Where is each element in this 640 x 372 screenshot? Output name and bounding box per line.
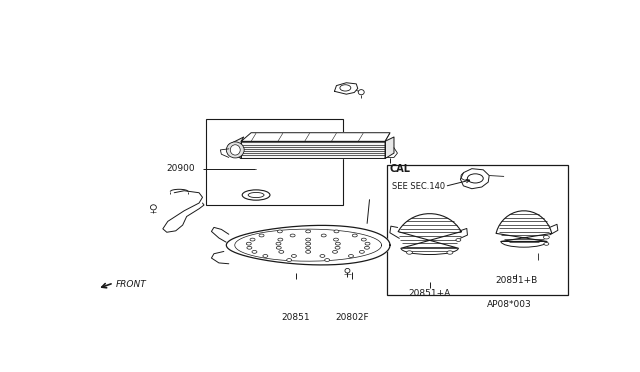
Circle shape — [246, 242, 252, 245]
Ellipse shape — [544, 243, 549, 245]
Polygon shape — [390, 226, 399, 238]
Circle shape — [290, 234, 295, 237]
Circle shape — [250, 238, 255, 241]
Polygon shape — [220, 150, 228, 157]
Circle shape — [306, 250, 310, 253]
Polygon shape — [241, 141, 385, 158]
Circle shape — [277, 230, 282, 233]
Circle shape — [321, 234, 326, 237]
Ellipse shape — [248, 192, 264, 198]
Circle shape — [360, 250, 364, 253]
Circle shape — [306, 238, 310, 241]
Circle shape — [306, 230, 310, 233]
Text: 20851: 20851 — [282, 313, 310, 322]
Circle shape — [287, 259, 292, 262]
Polygon shape — [228, 137, 244, 158]
Circle shape — [263, 254, 268, 257]
Polygon shape — [460, 228, 467, 238]
Ellipse shape — [447, 251, 453, 254]
Circle shape — [291, 254, 296, 257]
Circle shape — [279, 250, 284, 253]
Ellipse shape — [242, 190, 270, 200]
Text: 20851+B: 20851+B — [495, 276, 538, 285]
Text: 20851+A: 20851+A — [408, 289, 451, 298]
Ellipse shape — [345, 269, 350, 273]
Polygon shape — [335, 83, 358, 94]
Ellipse shape — [543, 235, 549, 239]
Text: 20802F: 20802F — [335, 313, 369, 322]
Text: FRONT: FRONT — [116, 280, 147, 289]
Polygon shape — [211, 227, 227, 242]
Text: 20900: 20900 — [166, 164, 195, 173]
Polygon shape — [398, 214, 461, 248]
Text: SEE SEC.140: SEE SEC.140 — [392, 182, 445, 191]
Polygon shape — [550, 224, 558, 235]
Polygon shape — [385, 137, 394, 158]
Ellipse shape — [227, 142, 244, 158]
Text: AP08*003: AP08*003 — [486, 300, 531, 309]
Circle shape — [334, 230, 339, 233]
Polygon shape — [163, 191, 204, 232]
Circle shape — [276, 242, 281, 245]
Polygon shape — [227, 225, 390, 265]
Circle shape — [348, 254, 353, 257]
Circle shape — [335, 246, 340, 249]
Circle shape — [333, 250, 337, 253]
Ellipse shape — [340, 85, 351, 91]
Polygon shape — [211, 254, 229, 264]
Circle shape — [362, 238, 366, 241]
Circle shape — [247, 246, 252, 249]
Circle shape — [335, 242, 340, 245]
Circle shape — [333, 238, 339, 241]
Ellipse shape — [150, 205, 156, 210]
Ellipse shape — [456, 238, 461, 241]
Circle shape — [364, 246, 369, 249]
Circle shape — [278, 238, 283, 241]
Circle shape — [252, 250, 257, 253]
Circle shape — [365, 242, 370, 245]
Circle shape — [306, 246, 310, 249]
Ellipse shape — [230, 145, 240, 155]
Bar — [207, 119, 343, 205]
Text: CAL: CAL — [390, 164, 410, 174]
Ellipse shape — [358, 90, 364, 95]
Circle shape — [352, 234, 357, 237]
Bar — [387, 165, 568, 295]
Polygon shape — [385, 153, 397, 157]
Ellipse shape — [406, 251, 412, 254]
Polygon shape — [460, 169, 489, 189]
Circle shape — [306, 242, 310, 245]
Polygon shape — [496, 211, 552, 241]
Ellipse shape — [467, 174, 483, 183]
Polygon shape — [241, 133, 390, 141]
Circle shape — [259, 234, 264, 237]
Circle shape — [276, 246, 281, 249]
Circle shape — [320, 254, 325, 257]
Circle shape — [324, 259, 330, 262]
